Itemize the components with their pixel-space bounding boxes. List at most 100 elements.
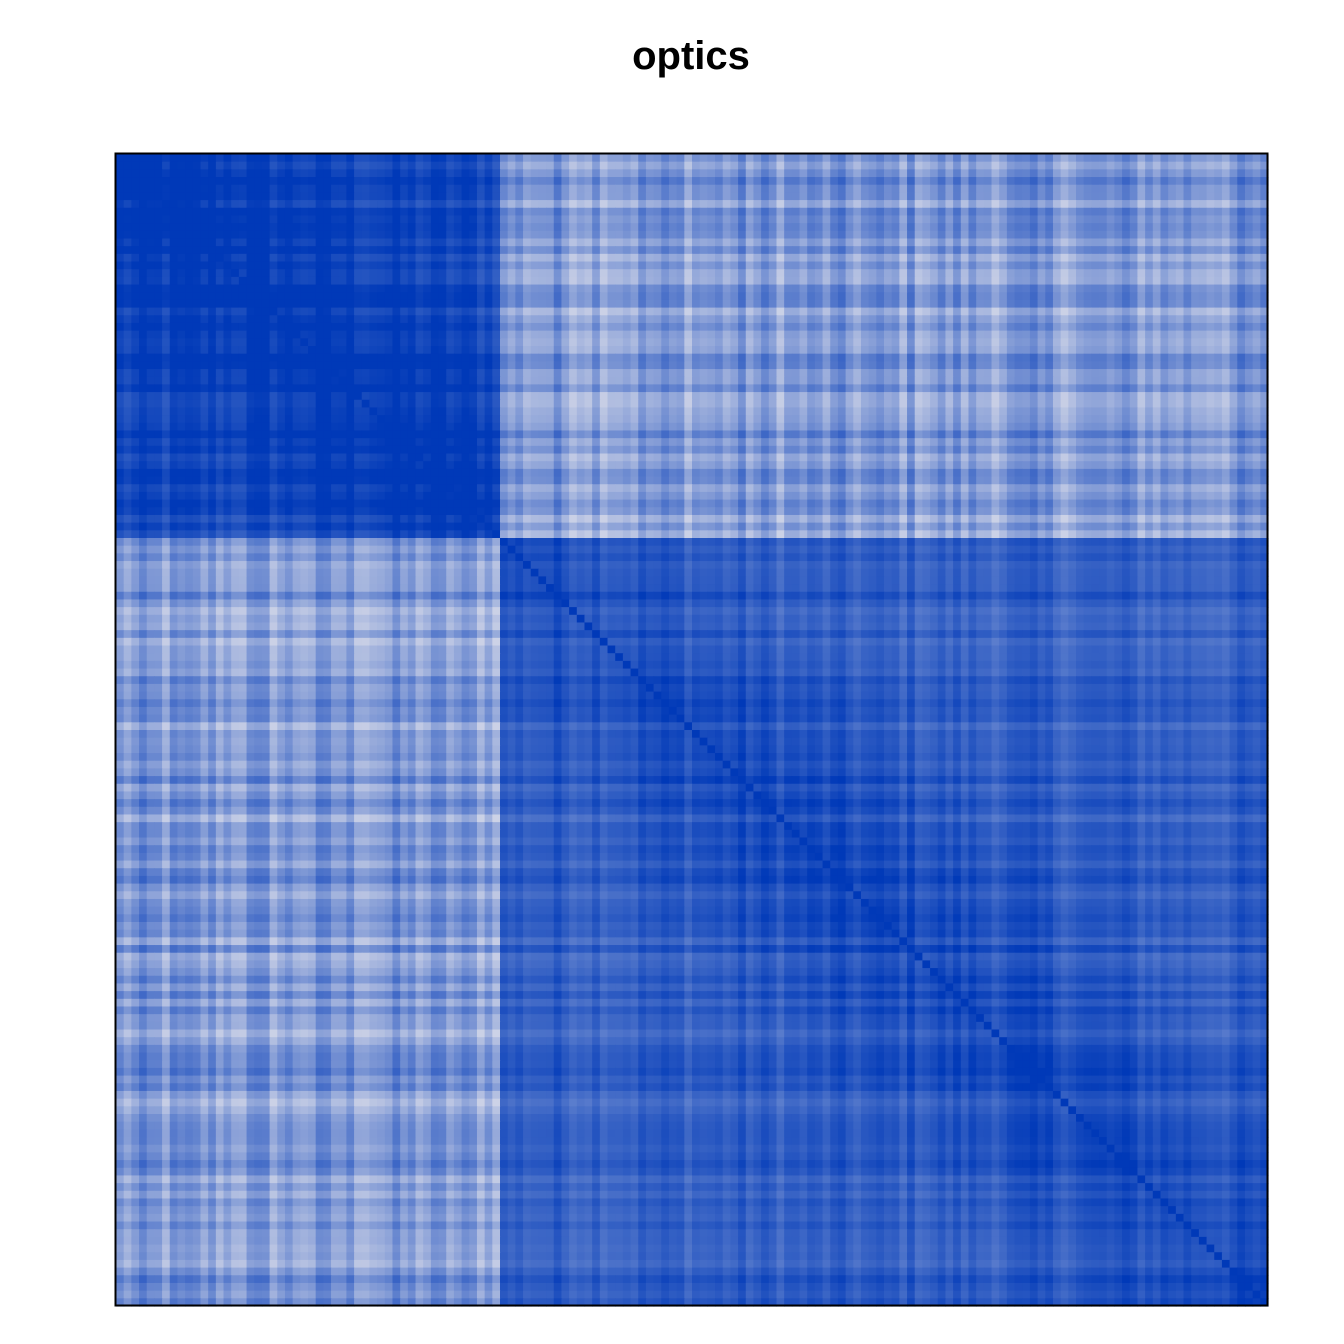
heatmap-cell [1114, 284, 1123, 293]
heatmap-cell [1183, 307, 1192, 316]
heatmap-cell [162, 215, 171, 224]
heatmap-cell [185, 338, 194, 347]
heatmap-cell [1260, 299, 1269, 309]
heatmap-cell [1229, 169, 1238, 178]
heatmap-cell [146, 215, 155, 224]
heatmap-cell [300, 276, 309, 286]
heatmap-cell [653, 330, 662, 339]
heatmap-cell [699, 223, 708, 232]
heatmap-cell [891, 353, 900, 362]
heatmap-cell [1198, 161, 1208, 170]
heatmap-cell [315, 292, 324, 301]
heatmap-cell [492, 299, 501, 309]
heatmap-cell [415, 292, 424, 301]
heatmap-cell [968, 346, 977, 355]
heatmap-cell [523, 346, 532, 355]
heatmap-cell [930, 292, 939, 301]
heatmap-cell [377, 184, 386, 193]
heatmap-cell [922, 246, 931, 255]
heatmap-cell [1168, 384, 1177, 393]
heatmap-cell [377, 399, 386, 409]
heatmap-cell [469, 407, 478, 416]
heatmap-cell [999, 315, 1008, 324]
heatmap-cell [1091, 376, 1100, 385]
heatmap-cell [584, 346, 593, 355]
heatmap-cell [868, 307, 877, 316]
heatmap-cell [269, 284, 278, 293]
heatmap-cell [261, 161, 271, 170]
heatmap-cell [1106, 161, 1115, 170]
heatmap-cell [814, 215, 824, 224]
heatmap-cell [1083, 338, 1092, 347]
heatmap-cell [438, 392, 447, 401]
heatmap-cell [1221, 200, 1231, 209]
heatmap-cell [561, 346, 570, 355]
heatmap-cell [968, 215, 977, 224]
heatmap-cell [1221, 399, 1231, 409]
heatmap-cell [891, 154, 900, 163]
heatmap-cell [1168, 369, 1177, 378]
heatmap-cell [991, 200, 1000, 209]
heatmap-cell [139, 353, 148, 362]
heatmap-cell [638, 384, 647, 393]
heatmap-cell [799, 384, 808, 393]
heatmap-cell [500, 238, 509, 247]
heatmap-cell [430, 399, 440, 409]
heatmap-cell [323, 261, 332, 270]
heatmap-cell [814, 361, 824, 370]
heatmap-cell [254, 399, 263, 409]
heatmap-cell [1152, 207, 1162, 217]
heatmap-cell [515, 200, 524, 209]
heatmap-cell [453, 299, 463, 309]
heatmap-cell [891, 284, 900, 293]
heatmap-cell [123, 330, 132, 339]
heatmap-cell [169, 192, 179, 201]
heatmap-cell [1198, 253, 1208, 263]
heatmap-cell [177, 353, 186, 362]
heatmap-cell [515, 315, 524, 324]
heatmap-cell [323, 369, 332, 378]
heatmap-cell [630, 192, 639, 201]
heatmap-cell [730, 177, 739, 186]
heatmap-cell [1014, 346, 1023, 355]
heatmap-cell [968, 177, 977, 186]
heatmap-cell [553, 261, 563, 270]
heatmap-cell [1122, 207, 1131, 217]
heatmap-cell [446, 253, 455, 263]
heatmap-cell [776, 322, 785, 332]
heatmap-cell [131, 399, 140, 409]
heatmap-cell [407, 192, 417, 201]
heatmap-cell [753, 284, 762, 293]
heatmap-cell [185, 392, 194, 401]
heatmap-cell [1244, 200, 1254, 209]
heatmap-cell [308, 207, 317, 217]
heatmap-cell [1244, 292, 1254, 301]
heatmap-cell [615, 338, 624, 347]
heatmap-cell [469, 384, 478, 393]
heatmap-cell [622, 299, 632, 309]
heatmap-cell [1045, 384, 1054, 393]
heatmap-cell [1099, 238, 1108, 247]
heatmap-cell [561, 253, 570, 263]
heatmap-cell [1145, 322, 1154, 332]
heatmap-cell [684, 246, 693, 255]
heatmap-cell [476, 322, 486, 332]
heatmap-cell [1229, 369, 1238, 378]
heatmap-cell [354, 346, 363, 355]
heatmap-cell [1045, 269, 1054, 278]
heatmap-cell [192, 238, 202, 247]
heatmap-cell [438, 299, 447, 309]
heatmap-cell [868, 161, 877, 170]
heatmap-cell [1099, 292, 1108, 301]
heatmap-cell [745, 261, 755, 270]
heatmap-cell [1191, 384, 1200, 393]
heatmap-cell [461, 292, 470, 301]
heatmap-cell [1114, 376, 1123, 385]
heatmap-cell [668, 322, 678, 332]
heatmap-cell [215, 184, 225, 193]
heatmap-cell [523, 361, 532, 370]
heatmap-cell [1244, 253, 1254, 263]
heatmap-cell [653, 169, 662, 178]
heatmap-cell [1221, 253, 1231, 263]
heatmap-cell [530, 284, 539, 293]
